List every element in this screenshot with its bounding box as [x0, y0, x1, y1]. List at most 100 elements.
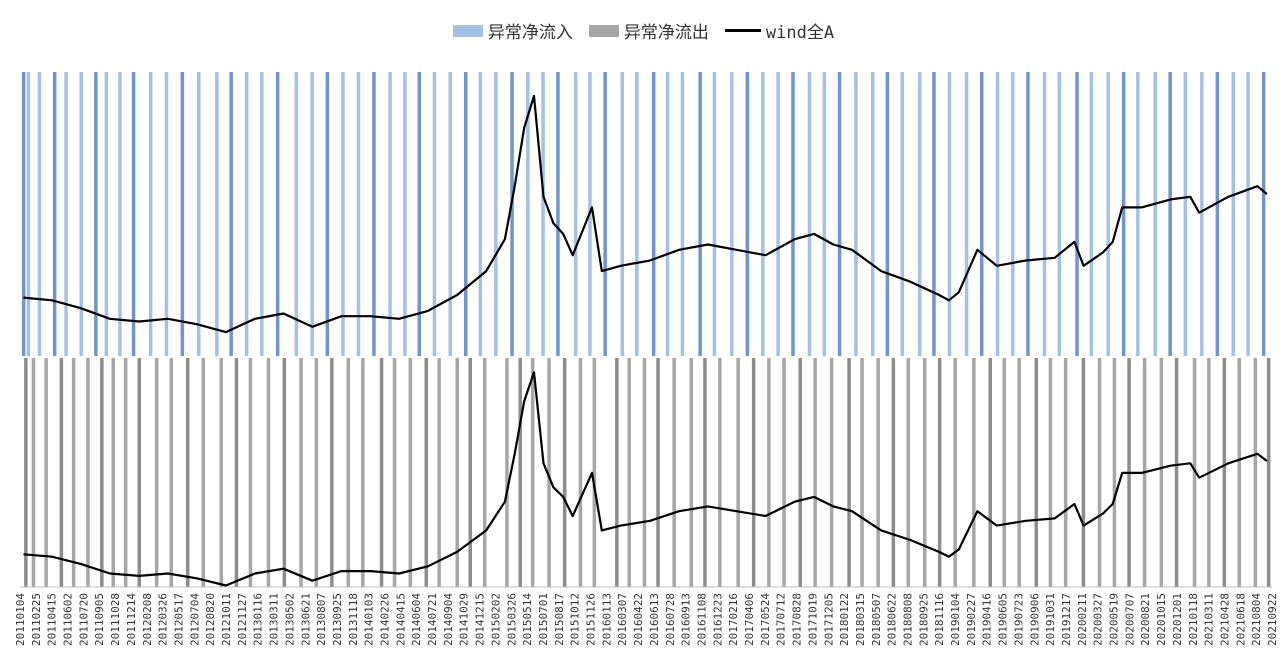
x-tick-label: 20200821	[1139, 593, 1152, 646]
x-tick-label: 20151126	[585, 593, 598, 646]
outflow-bar	[44, 358, 48, 587]
inflow-bar	[1200, 72, 1204, 356]
x-tick-label: 20161108	[696, 593, 709, 646]
x-tick-label: 20120820	[204, 593, 217, 646]
x-tick-label: 20161223	[711, 593, 724, 646]
x-tick-label: 20110225	[30, 593, 43, 646]
inflow-bar	[776, 72, 780, 356]
outflow-bar	[201, 358, 205, 587]
inflow-bar	[1089, 72, 1094, 356]
x-tick-label: 20210618	[1234, 593, 1247, 646]
inflow-bar	[603, 72, 607, 356]
inflow-panel	[21, 72, 1268, 356]
x-tick-label: 20210428	[1219, 593, 1232, 646]
x-tick-label: 20210118	[1187, 593, 1200, 646]
inflow-bar	[932, 72, 936, 356]
outflow-bar	[1159, 358, 1164, 587]
inflow-bar	[541, 72, 545, 356]
index-line-top	[23, 94, 1268, 334]
outflow-bar	[562, 358, 567, 587]
x-tick-label: 20170406	[743, 593, 756, 646]
x-tick-label: 20180315	[854, 593, 867, 646]
x-tick-label: 20160728	[664, 593, 677, 646]
inflow-bar	[341, 72, 345, 356]
x-tick-label: 20140103	[363, 593, 376, 646]
x-tick-label: 20180808	[902, 593, 915, 646]
x-tick-label: 20151012	[569, 593, 582, 646]
outflow-bar	[59, 358, 64, 587]
outflow-bar	[361, 358, 365, 587]
inflow-bar	[1106, 72, 1110, 356]
inflow-bar	[64, 72, 68, 356]
x-tick-label: 20210804	[1250, 593, 1263, 646]
inflow-bar	[1042, 72, 1047, 356]
legend-item-inflow: 异常净流入	[452, 18, 573, 43]
inflow-bar	[712, 72, 717, 356]
inflow-bar	[372, 72, 376, 356]
outflow-bar	[847, 358, 851, 587]
inflow-bar	[131, 72, 136, 356]
x-tick-label: 20200519	[1108, 593, 1121, 646]
inflow-bar	[980, 72, 984, 356]
outflow-bar	[248, 358, 253, 587]
inflow-bar	[964, 72, 969, 356]
x-tick-label: 20190227	[965, 593, 978, 646]
inflow-bar	[464, 72, 468, 356]
inflow-bar	[1231, 72, 1235, 356]
outflow-bar	[751, 358, 756, 587]
inflow-bar	[494, 72, 498, 356]
x-tick-label: 20190104	[949, 593, 962, 646]
legend-label-index: wind全A	[765, 23, 835, 43]
outflow-bar	[767, 358, 771, 587]
outflow-bar	[100, 358, 104, 587]
outflow-bar	[314, 358, 319, 587]
inflow-bar	[745, 72, 750, 356]
outflow-bar	[468, 358, 472, 587]
outflow-bar	[219, 358, 223, 587]
inflow-bar	[215, 72, 219, 356]
outflow-bar	[782, 358, 786, 587]
x-tick-label: 20110104	[14, 593, 27, 646]
legend-item-index: wind全A	[724, 18, 835, 43]
inflow-bar	[180, 72, 185, 356]
outflow-bar	[1253, 358, 1258, 587]
outflow-bar	[1266, 358, 1271, 587]
x-tick-label: 20181116	[933, 593, 946, 646]
inflow-bar	[94, 72, 98, 356]
outflow-bar	[615, 358, 619, 587]
outflow-bar	[392, 358, 397, 587]
x-tick-label: 20130621	[299, 593, 312, 646]
x-tick-label: 20110905	[93, 593, 106, 646]
outflow-bar	[111, 358, 115, 587]
x-tick-label: 20150817	[553, 593, 566, 646]
inflow-bar	[417, 72, 421, 356]
inflow-bar	[310, 72, 314, 356]
x-tick-label: 20131118	[347, 593, 360, 646]
inflow-bar	[244, 72, 249, 356]
x-tick-label: 20170712	[775, 593, 788, 646]
outflow-bar	[1034, 358, 1038, 587]
inflow-bar	[947, 72, 952, 356]
inflow-bar	[164, 72, 169, 356]
inflow-bar	[148, 72, 153, 356]
inflow-bar	[1026, 72, 1030, 356]
legend-swatch-outflow	[588, 24, 619, 37]
inflow-bar	[822, 72, 827, 356]
inflow-bar	[275, 72, 280, 356]
outflow-bar	[860, 358, 864, 587]
inflow-bar	[526, 72, 530, 356]
x-tick-label: 20160913	[680, 593, 693, 646]
inflow-bar	[1153, 72, 1157, 356]
outflow-bar	[1063, 358, 1068, 587]
inflow-bar	[1136, 72, 1140, 356]
inflow-bar	[388, 72, 392, 356]
x-tick-label: 20140904	[442, 593, 455, 646]
outflow-bar	[703, 358, 707, 587]
x-tick-label: 20120326	[157, 593, 170, 646]
inflow-bar	[260, 72, 264, 356]
outflow-bar	[346, 358, 350, 587]
x-tick-label: 20171205	[822, 593, 835, 646]
outflow-bar	[829, 358, 834, 587]
inflow-bar	[1215, 72, 1220, 356]
